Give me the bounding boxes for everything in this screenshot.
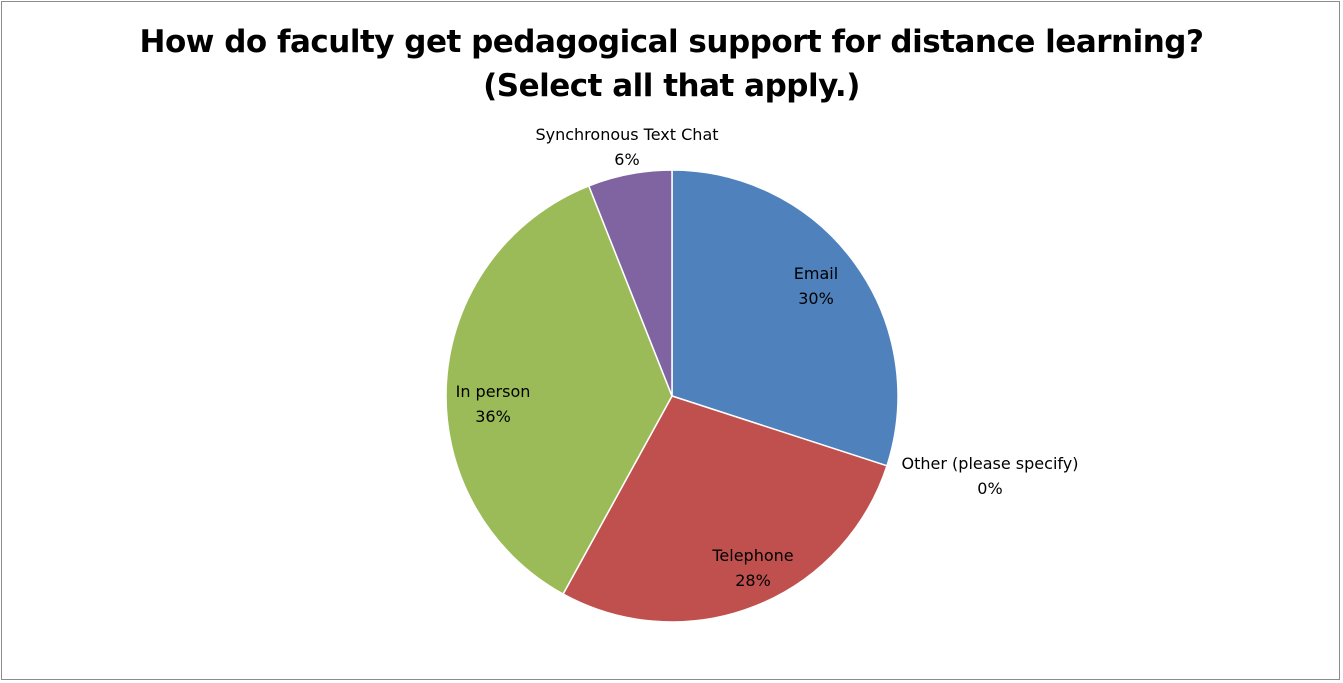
slice-label-in-person: In person 36% [456,382,531,426]
pie-slice-synchronous-text-chat [588,169,673,397]
slice-label-percent: 36% [475,407,511,426]
pie-slice-telephone [562,395,888,623]
slice-label-name: Email [794,264,838,283]
pie-labels: Email 30% Other (please specify) 0% Telephon… [456,125,1079,590]
pie-slice-email [671,169,899,467]
slice-label-percent: 6% [614,150,639,169]
pie-slice-in-person [445,185,673,595]
slice-label-other-please-specify: Other (please specify) 0% [902,454,1079,498]
slice-label-name: Synchronous Text Chat [535,125,718,144]
chart-title-line-1: How do faculty get pedagogical support f… [139,24,1204,60]
slice-label-name: Other (please specify) [902,454,1079,473]
slice-label-synchronous-text-chat: Synchronous Text Chat 6% [535,125,718,169]
chart-title: How do faculty get pedagogical support f… [0,20,1343,108]
slice-label-percent: 30% [798,289,834,308]
slice-label-percent: 0% [977,479,1002,498]
chart-title-line-2: (Select all that apply.) [483,68,860,104]
slice-label-name: Telephone [711,546,793,565]
slice-label-percent: 28% [735,571,771,590]
pie-slices [445,169,899,623]
slice-label-telephone: Telephone 28% [711,546,793,590]
slice-label-name: In person [456,382,531,401]
slice-label-email: Email 30% [794,264,838,308]
